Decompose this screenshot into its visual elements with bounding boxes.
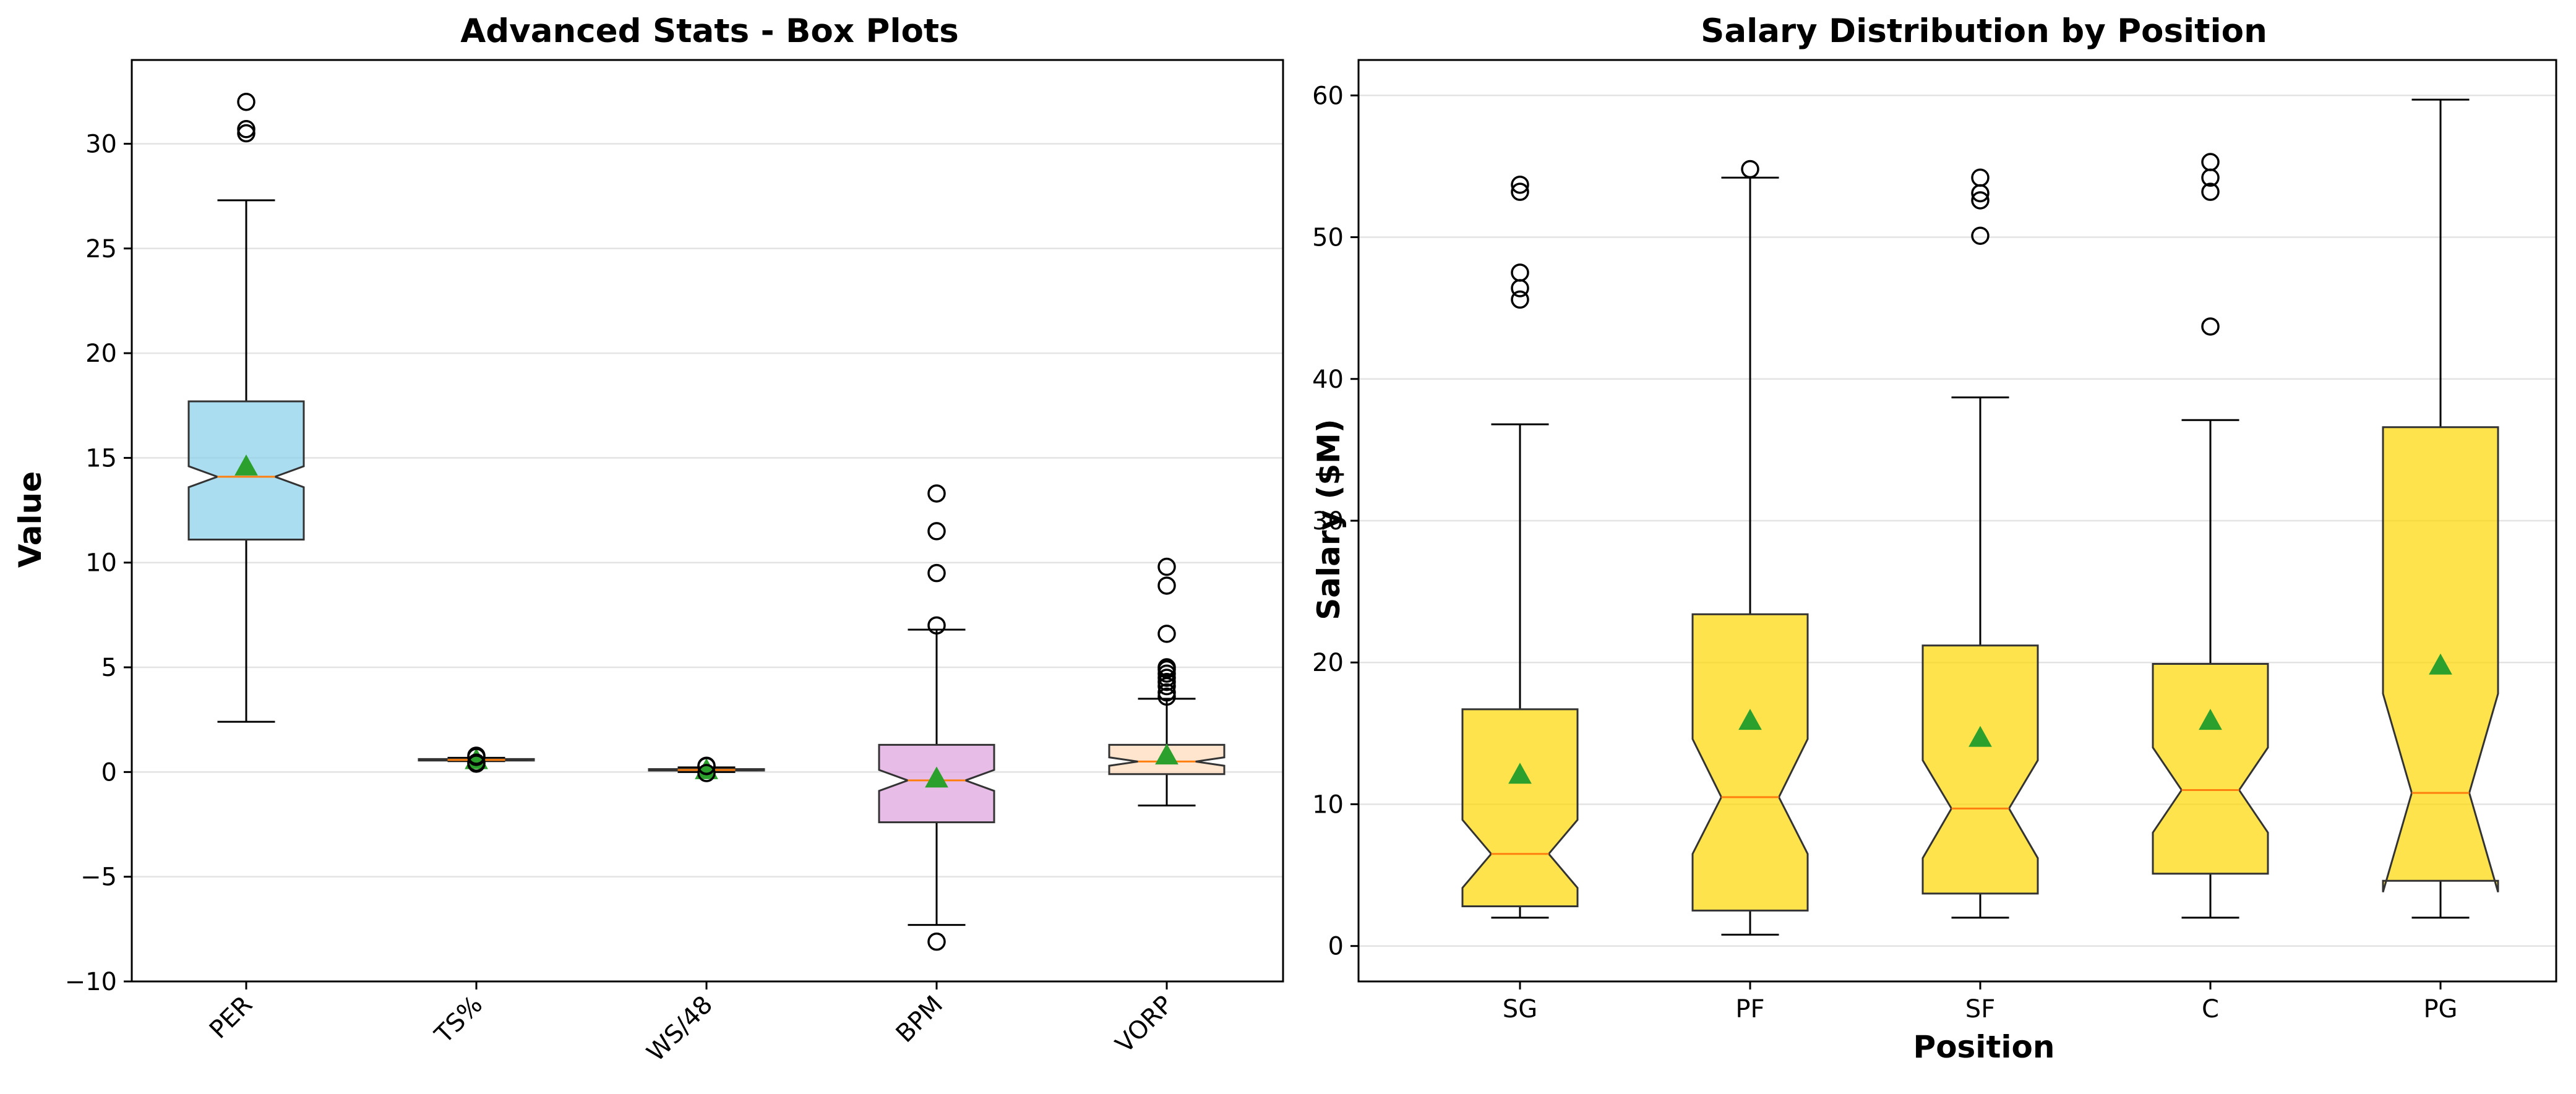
mean-marker xyxy=(234,454,258,476)
y-ticks: 0 10 20 30 40 50 60 xyxy=(1312,82,1359,961)
x-ticks: PER TS% WS/48 BPM VORP xyxy=(204,981,1179,1067)
x-tick-label: PG xyxy=(2423,995,2457,1023)
y-tick-label: 30 xyxy=(1312,507,1344,536)
box-ts- xyxy=(418,746,535,773)
box-sg xyxy=(1461,175,1579,919)
outlier-point xyxy=(927,484,946,503)
mean-marker xyxy=(1738,709,1762,730)
y-tick-label: 10 xyxy=(1312,790,1344,819)
outlier-point xyxy=(1157,658,1176,677)
outlier-point xyxy=(1971,191,1990,210)
outlier-point xyxy=(237,92,255,111)
outlier-point xyxy=(1511,263,1529,282)
mean-marker xyxy=(1508,763,1532,784)
plot-frame xyxy=(1357,59,2557,983)
y-ticks: −10 −5 0 5 10 15 20 25 30 xyxy=(65,130,132,996)
y-tick-label: 5 xyxy=(101,654,117,682)
mean-marker xyxy=(1155,743,1179,765)
outlier-point xyxy=(927,616,946,635)
x-tick-label: WS/48 xyxy=(642,991,718,1067)
y-tick-label: 40 xyxy=(1312,365,1344,394)
plot-frame xyxy=(131,59,1284,983)
outlier-point xyxy=(1741,160,1759,179)
mean-marker xyxy=(2199,709,2222,730)
chart-title: Advanced Stats - Box Plots xyxy=(460,12,959,50)
outlier-point xyxy=(1511,182,1529,201)
outlier-point xyxy=(2201,182,2220,201)
y-tick-label: 0 xyxy=(101,758,117,787)
outlier-point xyxy=(697,756,716,775)
box-body xyxy=(1691,613,1809,912)
y-tick-label: 25 xyxy=(85,235,117,263)
y-tick-label: 0 xyxy=(1328,933,1344,961)
box-bpm xyxy=(878,484,995,951)
advanced-stats-panel: Advanced Stats - Box Plots Value −10 −5 0 5… xyxy=(12,12,1284,1067)
outlier-point xyxy=(2201,317,2220,336)
outlier-point xyxy=(2201,153,2220,171)
y-tick-label: −5 xyxy=(80,863,117,892)
y-tick-label: 10 xyxy=(85,549,117,578)
chart-title: Salary Distribution by Position xyxy=(1701,12,2267,50)
y-axis-label: Salary ($M) xyxy=(1311,419,1347,620)
mean-marker xyxy=(2429,653,2452,675)
box-c xyxy=(2152,153,2269,919)
x-tick-label: BPM xyxy=(891,991,948,1048)
box-pg xyxy=(2382,98,2499,919)
outlier-point xyxy=(467,746,486,765)
outlier-point xyxy=(1511,290,1529,309)
x-tick-label: PER xyxy=(204,991,258,1045)
outlier-point xyxy=(1157,557,1176,576)
mean-marker xyxy=(925,766,948,788)
box-vorp xyxy=(1108,557,1226,807)
y-tick-label: −10 xyxy=(65,968,117,996)
outlier-point xyxy=(1971,226,1990,245)
x-axis-label: Position xyxy=(1913,1029,2055,1065)
y-tick-label: 20 xyxy=(85,340,117,368)
outlier-point xyxy=(1511,175,1529,194)
y-tick-label: 30 xyxy=(85,130,117,158)
outlier-point xyxy=(237,120,255,139)
x-tick-label: PF xyxy=(1735,995,1764,1023)
salary-distribution-panel: Salary Distribution by Position Salary (… xyxy=(1311,12,2557,1065)
x-tick-label: SG xyxy=(1503,995,1537,1023)
outlier-point xyxy=(927,932,946,951)
outlier-point xyxy=(927,563,946,583)
box-body xyxy=(1921,644,2039,895)
box-pf xyxy=(1691,160,1809,936)
outlier-point xyxy=(697,764,716,782)
mean-marker xyxy=(1968,725,1992,747)
x-ticks: SG PF SF C PG xyxy=(1503,981,2458,1023)
outlier-point xyxy=(1157,625,1176,643)
y-axis-label: Value xyxy=(12,471,48,568)
y-tick-label: 15 xyxy=(85,444,117,472)
outlier-point xyxy=(1157,683,1176,702)
outlier-point xyxy=(1511,279,1529,297)
box-per xyxy=(187,92,305,723)
y-tick-label: 20 xyxy=(1312,649,1344,677)
box-sf xyxy=(1921,168,2039,919)
x-tick-label: TS% xyxy=(429,991,488,1049)
y-tick-label: 50 xyxy=(1312,224,1344,252)
outlier-point xyxy=(467,753,486,772)
outlier-point xyxy=(1971,168,1990,187)
x-tick-label: SF xyxy=(1965,995,1995,1023)
outlier-point xyxy=(927,522,946,541)
outlier-point xyxy=(1157,576,1176,595)
x-tick-label: C xyxy=(2202,995,2219,1023)
box-plots xyxy=(187,92,1226,951)
grid-lines xyxy=(132,143,1283,983)
y-tick-label: 60 xyxy=(1312,82,1344,110)
box-ws-48 xyxy=(648,756,765,782)
box-body xyxy=(2152,663,2269,875)
box-plots xyxy=(1461,98,2499,936)
x-tick-label: VORP xyxy=(1110,991,1179,1059)
box-body xyxy=(1461,708,1579,908)
